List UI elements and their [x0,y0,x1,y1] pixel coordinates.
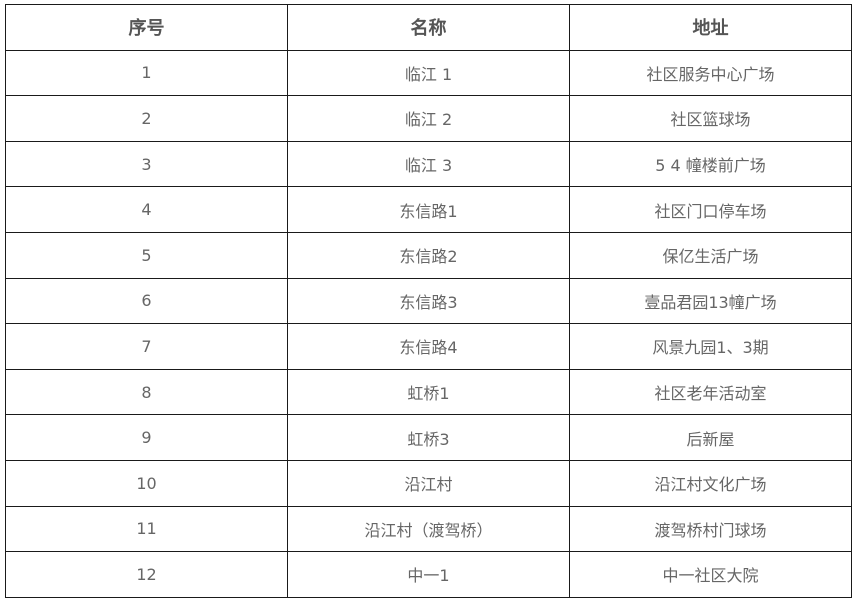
cell-index: 7 [5,323,288,370]
cell-index: 10 [5,459,288,507]
cell-name: 临江 2 [287,95,570,142]
cell-name: 临江 3 [287,140,570,188]
cell-index: 1 [5,49,288,97]
cell-index: 6 [5,277,288,325]
cell-name: 虹桥3 [287,414,570,461]
cell-address: 后新屋 [569,414,852,461]
cell-name: 虹桥1 [287,368,570,416]
cell-index: 5 [5,231,288,279]
cell-address: 保亿生活广场 [569,231,852,279]
table-row: 9 虹桥3 后新屋 [5,414,852,461]
header-index: 序号 [5,4,288,51]
cell-name: 东信路3 [287,277,570,325]
cell-address: 社区篮球场 [569,95,852,142]
header-name: 名称 [287,4,570,51]
cell-index: 9 [5,414,288,461]
cell-index: 2 [5,95,288,142]
cell-address: 社区服务中心广场 [569,49,852,97]
cell-index: 12 [5,551,288,598]
cell-name: 中一1 [287,551,570,598]
table-row: 8 虹桥1 社区老年活动室 [5,368,852,416]
header-address: 地址 [569,4,852,51]
cell-index: 3 [5,140,288,188]
table-row: 6 东信路3 壹品君园13幢广场 [5,277,852,325]
table-row: 5 东信路2 保亿生活广场 [5,231,852,279]
cell-name: 东信路2 [287,231,570,279]
cell-index: 8 [5,368,288,416]
table-row: 1 临江 1 社区服务中心广场 [5,49,852,97]
cell-name: 东信路1 [287,186,570,233]
table-header-row: 序号 名称 地址 [5,4,852,51]
table-row: 10 沿江村 沿江村文化广场 [5,459,852,507]
cell-address: 渡驾桥村门球场 [569,505,852,553]
cell-name: 沿江村（渡驾桥） [287,505,570,553]
table-row: 7 东信路4 风景九园1、3期 [5,323,852,370]
table-row: 12 中一1 中一社区大院 [5,551,852,598]
cell-name: 沿江村 [287,459,570,507]
table-row: 11 沿江村（渡驾桥） 渡驾桥村门球场 [5,505,852,553]
cell-index: 4 [5,186,288,233]
cell-name: 临江 1 [287,49,570,97]
cell-address: 社区门口停车场 [569,186,852,233]
cell-address: 中一社区大院 [569,551,852,598]
cell-index: 11 [5,505,288,553]
cell-address: 壹品君园13幢广场 [569,277,852,325]
cell-address: 沿江村文化广场 [569,459,852,507]
cell-address: 5 4 幢楼前广场 [569,140,852,188]
table-row: 4 东信路1 社区门口停车场 [5,186,852,233]
cell-name: 东信路4 [287,323,570,370]
cell-address: 风景九园1、3期 [569,323,852,370]
cell-address: 社区老年活动室 [569,368,852,416]
table-row: 2 临江 2 社区篮球场 [5,95,852,142]
